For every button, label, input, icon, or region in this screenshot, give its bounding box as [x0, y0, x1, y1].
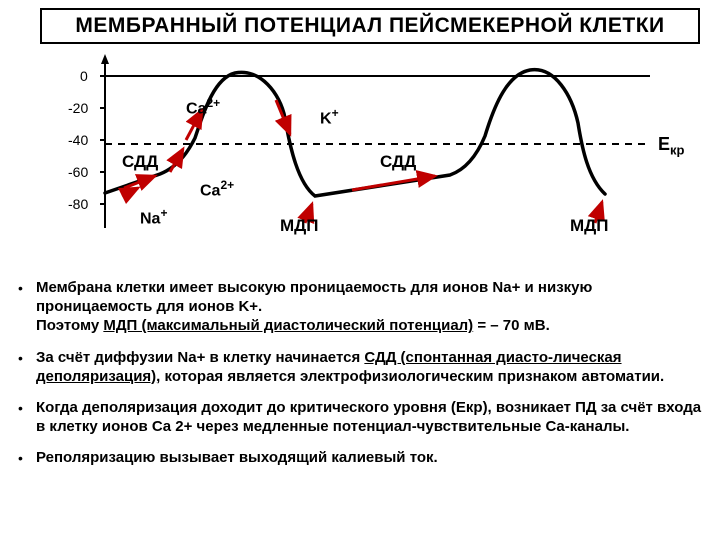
arrow-na: [122, 188, 138, 196]
svg-text:-80: -80: [68, 196, 88, 212]
bullet-item: • Мембрана клетки имеет высокую проницае…: [18, 278, 708, 336]
bullet-marker: •: [18, 398, 36, 436]
bullet-text-1: За счёт диффузии Na+ в клетку начинается…: [36, 348, 708, 386]
bullet-text-0: Мембрана клетки имеет высокую проницаемо…: [36, 278, 708, 336]
bullet-item: • За счёт диффузии Na+ в клетку начинает…: [18, 348, 708, 386]
svg-text:0: 0: [80, 68, 88, 84]
arrow-sdd-1: [124, 176, 155, 188]
bullet-text-3: Реполяризацию вызывает выходящий калиевы…: [36, 448, 438, 468]
label-ekr: Eкр: [658, 134, 684, 158]
bullet-list: • Мембрана клетки имеет высокую проницае…: [0, 274, 720, 468]
svg-text:-20: -20: [68, 100, 88, 116]
chart: 0 -20 -40 -60 -80: [30, 48, 710, 268]
bullet-marker: •: [18, 348, 36, 386]
arrow-sdd-2: [352, 176, 435, 190]
label-sdd-1: СДД: [122, 152, 158, 172]
svg-text:-60: -60: [68, 164, 88, 180]
label-na: Na+: [140, 206, 167, 228]
bullet-item: • Когда деполяризация доходит до критиче…: [18, 398, 708, 436]
page-title: МЕМБРАННЫЙ ПОТЕНЦИАЛ ПЕЙСМЕКЕРНОЙ КЛЕТКИ: [50, 14, 690, 38]
label-ca-lower: Ca2+: [200, 178, 234, 200]
svg-text:-40: -40: [68, 132, 88, 148]
label-mdp-2: МДП: [570, 216, 609, 236]
label-k: K+: [320, 106, 339, 128]
label-ca-upper: Ca2+: [186, 96, 220, 118]
bullet-item: • Реполяризацию вызывает выходящий калие…: [18, 448, 708, 468]
bullet-marker: •: [18, 448, 36, 468]
y-ticks: 0 -20 -40 -60 -80: [68, 68, 105, 212]
bullet-text-2: Когда деполяризация доходит до критическ…: [36, 398, 708, 436]
label-sdd-2: СДД: [380, 152, 416, 172]
label-mdp-1: МДП: [280, 216, 319, 236]
bullet-marker: •: [18, 278, 36, 336]
title-box: МЕМБРАННЫЙ ПОТЕНЦИАЛ ПЕЙСМЕКЕРНОЙ КЛЕТКИ: [40, 8, 700, 44]
